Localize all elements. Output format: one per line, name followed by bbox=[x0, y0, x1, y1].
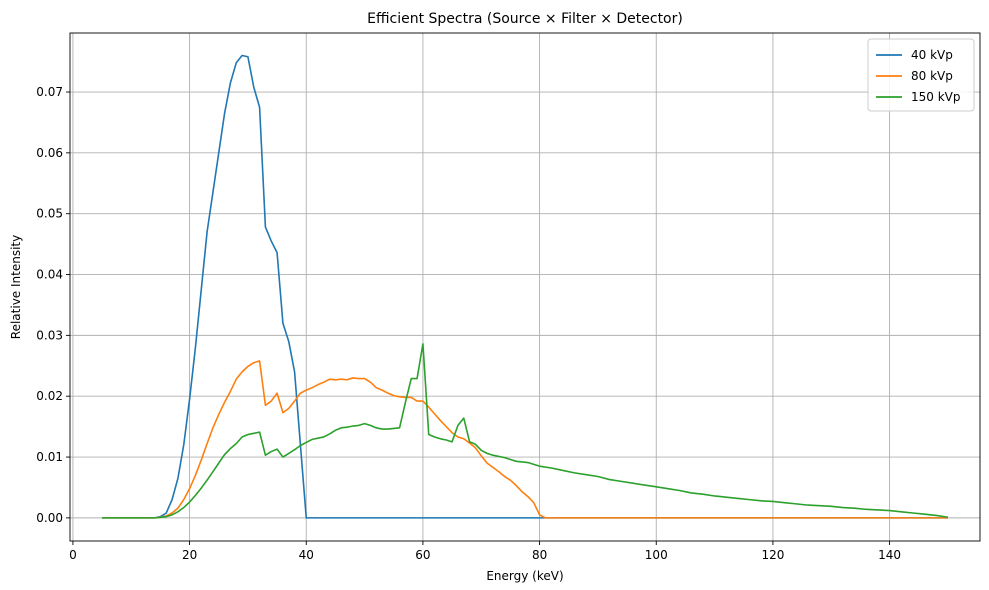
y-tick-label: 0.04 bbox=[36, 268, 63, 282]
x-tick-label: 80 bbox=[532, 548, 547, 562]
legend: 40 kVp 80 kVp 150 kVp bbox=[867, 38, 975, 112]
plot-frame bbox=[69, 32, 981, 542]
series-line-80-kvp bbox=[102, 360, 948, 519]
x-tick-label: 40 bbox=[299, 548, 314, 562]
x-tick-label: 100 bbox=[645, 548, 668, 562]
legend-label: 40 kVp bbox=[911, 48, 953, 62]
x-tick-label: 120 bbox=[761, 548, 784, 562]
y-tick-label: 0.00 bbox=[36, 511, 63, 525]
y-tick-label: 0.01 bbox=[36, 450, 63, 464]
chart-title: Efficient Spectra (Source × Filter × Det… bbox=[367, 11, 683, 27]
y-tick-label: 0.05 bbox=[36, 207, 63, 221]
y-tick-label: 0.02 bbox=[36, 389, 63, 403]
x-tick-label: 0 bbox=[69, 548, 77, 562]
series-line-150-kvp bbox=[102, 343, 949, 519]
y-tick-label: 0.06 bbox=[36, 146, 63, 160]
grid-lines bbox=[70, 33, 980, 541]
x-axis-label: Energy (keV) bbox=[486, 569, 563, 583]
legend-box bbox=[867, 38, 975, 112]
y-tick-label: 0.07 bbox=[36, 85, 63, 99]
x-axis-ticks: 0 20 40 60 80 100 120 140 bbox=[69, 541, 901, 562]
y-tick-label: 0.03 bbox=[36, 328, 63, 342]
x-tick-label: 140 bbox=[878, 548, 901, 562]
y-axis-ticks: 0.00 0.01 0.02 0.03 0.04 0.05 0.06 0.07 bbox=[36, 85, 70, 525]
x-tick-label: 60 bbox=[415, 548, 430, 562]
y-axis-label: Relative Intensity bbox=[9, 235, 23, 339]
x-tick-label: 20 bbox=[182, 548, 197, 562]
series-lines bbox=[102, 54, 949, 519]
legend-label: 150 kVp bbox=[911, 90, 961, 104]
legend-label: 80 kVp bbox=[911, 69, 953, 83]
